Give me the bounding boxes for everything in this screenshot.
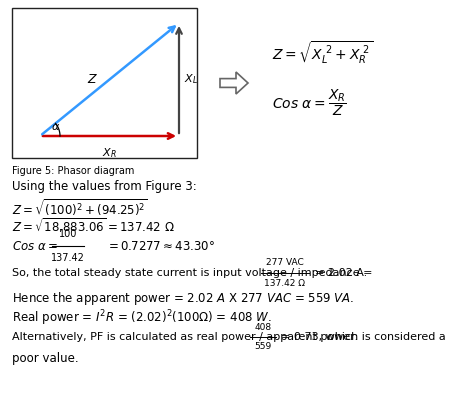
Text: $Z = \sqrt{X_L^{\ 2} + X_R^{\ 2}}$: $Z = \sqrt{X_L^{\ 2} + X_R^{\ 2}}$ — [272, 40, 373, 66]
Text: Hence the apparent power = 2.02 $A$ X 277 $VAC$ = 559 $VA$.: Hence the apparent power = 2.02 $A$ X 27… — [12, 290, 354, 307]
Text: = 2.02 A.: = 2.02 A. — [315, 268, 367, 278]
Text: $Z = \sqrt{(100)^2 + (94.25)^2}$: $Z = \sqrt{(100)^2 + (94.25)^2}$ — [12, 198, 148, 219]
Text: 137.42: 137.42 — [51, 253, 85, 263]
Text: Z: Z — [87, 73, 96, 86]
Text: $Cos\ \alpha = \dfrac{X_R}{Z}$: $Cos\ \alpha = \dfrac{X_R}{Z}$ — [272, 88, 347, 118]
Polygon shape — [220, 72, 248, 94]
Text: $= 0.7277 \approx 43.30°$: $= 0.7277 \approx 43.30°$ — [106, 240, 215, 252]
Text: $X_L$: $X_L$ — [184, 73, 198, 86]
Text: $X_R$: $X_R$ — [102, 146, 117, 160]
Text: poor value.: poor value. — [12, 352, 79, 365]
Bar — [12, 8, 197, 158]
Text: 277 VAC: 277 VAC — [266, 258, 304, 267]
Text: Figure 5: Phasor diagram: Figure 5: Phasor diagram — [12, 166, 134, 176]
Text: 100: 100 — [59, 229, 77, 239]
Text: Real power = $I^2R$ = $(2.02)^2(100\Omega)$ = 408 $W$.: Real power = $I^2R$ = $(2.02)^2(100\Omeg… — [12, 308, 272, 328]
Text: $Cos\ \alpha =$: $Cos\ \alpha =$ — [12, 240, 58, 252]
Text: = 0.73, which is considered a: = 0.73, which is considered a — [281, 332, 446, 342]
Text: $\alpha$: $\alpha$ — [51, 122, 61, 132]
Text: $Z = \sqrt{18{,}883.06} = 137.42\ \Omega$: $Z = \sqrt{18{,}883.06} = 137.42\ \Omega… — [12, 216, 175, 235]
Text: Using the values from Figure 3:: Using the values from Figure 3: — [12, 180, 197, 193]
Text: 137.42 Ω: 137.42 Ω — [264, 279, 306, 288]
Text: 559: 559 — [255, 342, 272, 351]
Text: 408: 408 — [255, 323, 272, 332]
Text: So, the total steady state current is input voltage / impedance =: So, the total steady state current is in… — [12, 268, 373, 278]
Text: Alternatively, PF is calculated as real power / apparent power:: Alternatively, PF is calculated as real … — [12, 332, 362, 342]
